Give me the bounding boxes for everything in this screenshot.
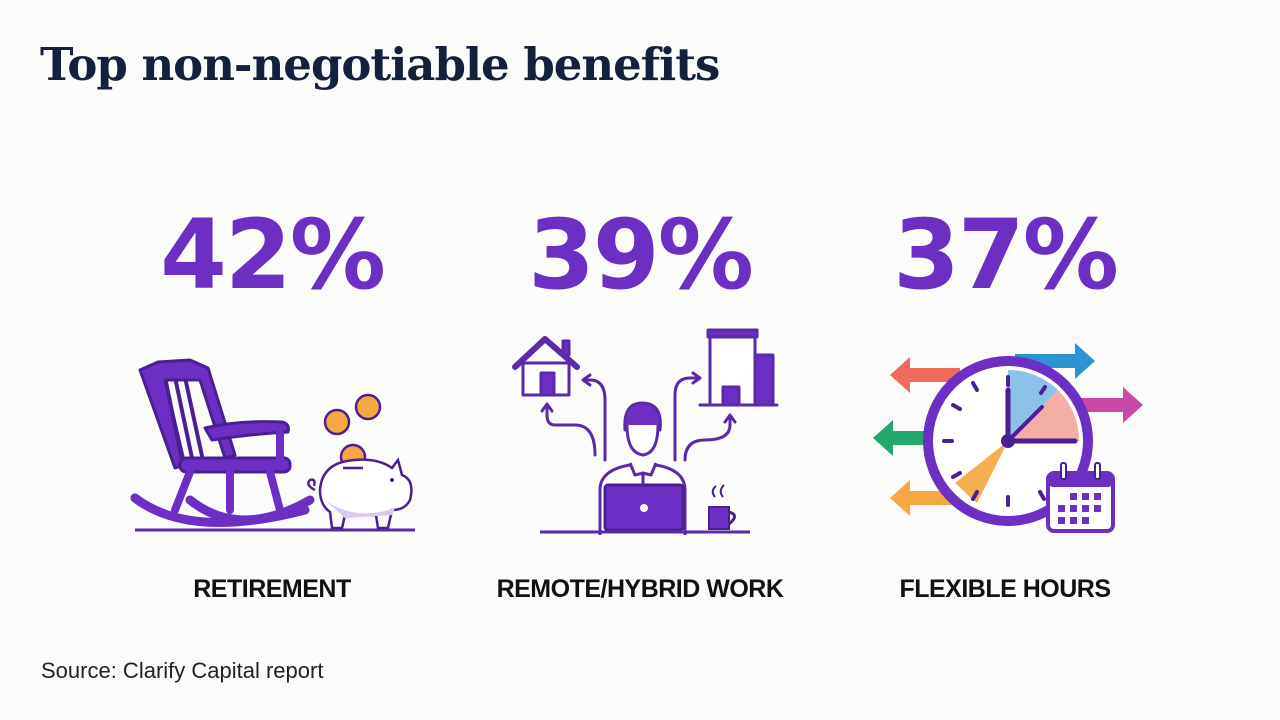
stat-value: 39% bbox=[528, 199, 754, 311]
benefit-label-retirement: RETIREMENT bbox=[193, 575, 351, 603]
page-title: Top non-negotiable benefits bbox=[40, 38, 720, 91]
rocking-chair-piggy-bank-icon bbox=[130, 358, 415, 532]
clock-calendar-arrows-icon bbox=[873, 343, 1143, 533]
stat-value: 37% bbox=[893, 199, 1119, 311]
benefit-stat-retirement: 42% bbox=[72, 200, 472, 310]
benefit-label-remote-hybrid: REMOTE/HYBRID WORK bbox=[496, 575, 784, 603]
stat-value: 42% bbox=[160, 199, 386, 311]
remote-worker-home-office-icon bbox=[512, 328, 779, 535]
source-note: Source: Clarify Capital report bbox=[41, 658, 324, 683]
benefit-label-flexible-hours: FLEXIBLE HOURS bbox=[899, 575, 1111, 603]
benefit-stat-flexible: 37% bbox=[805, 200, 1205, 310]
benefit-stat-remote: 39% bbox=[440, 200, 840, 310]
